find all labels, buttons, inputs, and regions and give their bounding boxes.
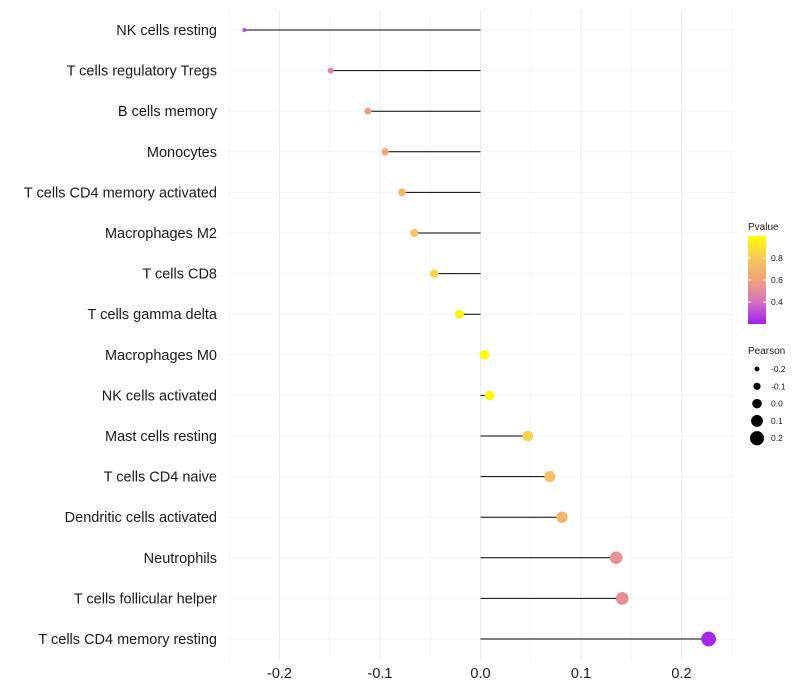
lollipop-dot [242,27,247,33]
x-tick-label: 0.2 [671,666,691,682]
size-legend-dot [753,382,761,390]
colorbar-tick-label: 0.6 [771,275,783,285]
lollipop-dot [364,107,372,115]
size-legend-label: 0.0 [771,399,783,409]
category-label: T cells gamma delta [88,307,218,323]
category-label: Mast cells resting [105,429,217,445]
x-tick-label: -0.2 [267,666,292,682]
category-label: NK cells resting [116,23,217,39]
lollipop-dot [381,148,389,156]
size-legend-label: 0.1 [771,416,783,426]
category-label: T cells CD4 naive [104,470,217,486]
size-legend-dot [754,366,760,372]
lollipop-dot [701,631,717,647]
colorbar-tick-label: 0.4 [771,297,783,307]
category-labels: NK cells resting T cells regulatory Tregs… [24,23,218,648]
colorbar-tick-label: 0.8 [771,253,783,263]
lollipop-dot [615,592,629,605]
size-legend-label: 0.2 [771,433,783,443]
lollipop-dot [544,471,556,483]
category-label: Neutrophils [144,551,217,567]
size-legend-dot [751,414,763,427]
category-label: T cells regulatory Tregs [67,64,217,80]
lollipop-dot [398,188,406,197]
category-label: T cells CD4 memory activated [24,185,217,201]
lollipop-dot [327,67,334,74]
lollipop-dot [556,511,568,523]
category-label: Macrophages M0 [105,348,217,364]
lollipop-dot [609,551,623,565]
size-legend-label: -0.2 [771,364,786,374]
pvalue-colorbar [748,236,766,324]
category-label: NK cells activated [102,388,217,404]
size-legend-dot [752,398,762,409]
lollipop-stems [244,29,709,640]
lollipop-dot [484,390,495,401]
lollipop-dot [522,430,534,442]
lollipop-dots [242,27,717,647]
size-legend-label: -0.1 [771,381,786,391]
category-label: Dendritic cells activated [65,510,217,526]
lollipop-dot [454,309,464,319]
pvalue-legend: Pvalue 0.4 0.6 0.8 [748,222,783,324]
lollipop-dot [430,269,439,278]
pearson-legend: Pearson -0.2 -0.1 0.0 0.1 0.2 [748,346,786,446]
category-label: B cells memory [118,104,218,120]
x-tick-labels: -0.2 -0.1 0.0 0.1 0.2 [267,666,692,682]
pvalue-legend-title: Pvalue [748,222,779,233]
grid-lines [228,10,735,660]
x-tick-label: -0.1 [368,666,393,682]
category-label: T cells follicular helper [74,591,217,607]
x-tick-label: 0.0 [470,666,490,682]
lollipop-dot [410,229,419,237]
x-tick-label: 0.1 [571,666,591,682]
category-label: Macrophages M2 [105,226,217,242]
category-label: T cells CD4 memory resting [38,632,217,648]
category-label: T cells CD8 [142,267,217,283]
category-label: Monocytes [147,145,217,161]
pearson-legend-title: Pearson [748,346,785,357]
lollipop-dot [479,349,490,360]
size-legend-dot [749,431,765,446]
